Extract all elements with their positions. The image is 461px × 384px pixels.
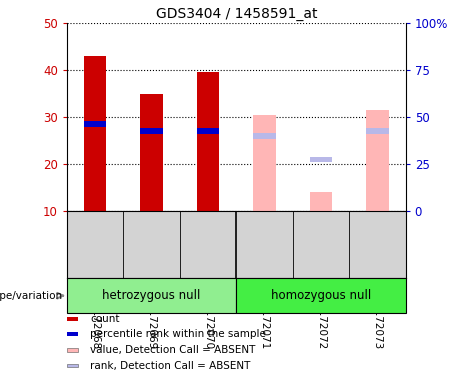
Bar xyxy=(310,192,332,211)
Bar xyxy=(67,317,78,321)
Text: percentile rank within the sample: percentile rank within the sample xyxy=(90,329,266,339)
Bar xyxy=(197,73,219,211)
Bar xyxy=(366,128,389,134)
Text: rank, Detection Call = ABSENT: rank, Detection Call = ABSENT xyxy=(90,361,250,371)
Bar xyxy=(67,332,78,336)
Text: genotype/variation: genotype/variation xyxy=(0,291,62,301)
Bar xyxy=(84,121,106,127)
Bar xyxy=(140,128,163,134)
Text: count: count xyxy=(90,314,119,324)
Bar xyxy=(140,94,163,211)
Bar xyxy=(253,115,276,211)
Bar xyxy=(253,133,276,139)
Bar xyxy=(67,278,236,313)
Bar xyxy=(310,157,332,162)
Text: homozygous null: homozygous null xyxy=(271,289,371,302)
Text: value, Detection Call = ABSENT: value, Detection Call = ABSENT xyxy=(90,345,255,355)
Bar xyxy=(236,278,406,313)
Bar xyxy=(84,56,106,211)
Bar xyxy=(67,348,78,352)
Title: GDS3404 / 1458591_at: GDS3404 / 1458591_at xyxy=(155,7,317,21)
Bar xyxy=(197,128,219,134)
Bar xyxy=(366,110,389,211)
Text: hetrozygous null: hetrozygous null xyxy=(102,289,201,302)
Bar xyxy=(67,364,78,367)
